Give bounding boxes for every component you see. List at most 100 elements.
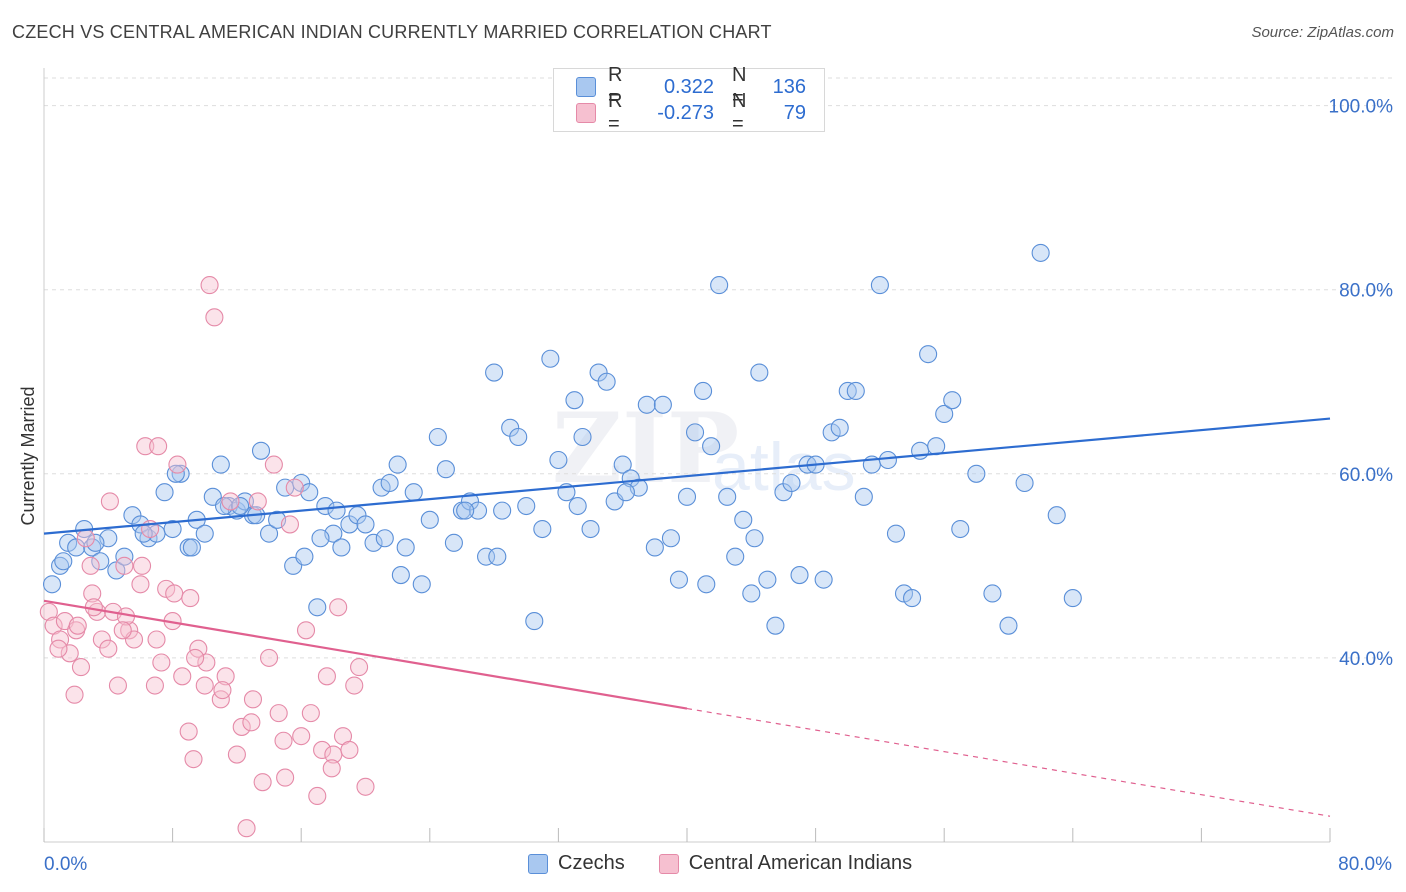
data-point (488, 547, 507, 566)
data-point (149, 437, 168, 456)
data-point (919, 345, 938, 364)
data-point (549, 450, 568, 470)
data-point (814, 570, 833, 589)
data-point (200, 276, 219, 295)
data-point (541, 349, 560, 368)
data-point (92, 630, 111, 649)
data-point (902, 589, 922, 608)
data-point (259, 648, 279, 667)
data-point (259, 524, 279, 543)
data-point (565, 391, 584, 410)
data-point (100, 492, 119, 511)
trend-line (43, 599, 688, 710)
y-axis-title: Currently Married (18, 386, 38, 525)
trend-line (43, 417, 1331, 535)
data-point (274, 731, 293, 750)
czechs-swatch (576, 77, 596, 97)
data-point (493, 501, 512, 520)
data-point (51, 630, 70, 649)
data-point (645, 538, 664, 557)
central-american-indians-swatch (576, 103, 596, 123)
data-point (108, 676, 127, 695)
data-point (285, 478, 304, 497)
data-point (637, 395, 656, 414)
data-point (182, 538, 201, 557)
data-point (329, 598, 348, 617)
data-point (248, 492, 267, 511)
data-point (292, 727, 311, 746)
data-point (115, 556, 134, 575)
data-point (782, 473, 801, 493)
data-point (436, 460, 455, 479)
data-point (91, 552, 110, 571)
data-point (388, 455, 407, 474)
data-point (345, 676, 364, 695)
data-point (568, 496, 587, 516)
data-point (65, 685, 84, 704)
data-point (350, 658, 369, 677)
data-point (67, 538, 86, 557)
data-point (211, 455, 230, 474)
data-point (854, 487, 873, 506)
data-point (81, 556, 100, 575)
data-point (227, 745, 246, 764)
data-point (878, 450, 897, 470)
data-point (1031, 243, 1050, 262)
data-point (758, 570, 777, 589)
data-point (420, 510, 439, 529)
data-point (616, 483, 635, 502)
data-point (264, 455, 283, 474)
data-point (60, 644, 79, 663)
data-point (301, 704, 320, 723)
data-point (444, 533, 463, 552)
data-point (1047, 506, 1066, 525)
data-point (251, 441, 271, 460)
axes (43, 68, 1331, 843)
data-point (163, 519, 182, 539)
data-point (726, 547, 745, 566)
data-point (653, 395, 672, 414)
data-point (232, 717, 251, 736)
data-point (179, 722, 198, 741)
data-point (242, 713, 261, 732)
data-point (113, 621, 132, 640)
data-point (213, 681, 232, 700)
data-point (231, 496, 250, 516)
data-point (42, 575, 62, 594)
data-point (509, 427, 528, 447)
legend-item-central-american-indians[interactable]: Central American Indians (658, 852, 912, 875)
legend-item-czechs[interactable]: Czechs (528, 852, 625, 875)
data-point (49, 639, 68, 658)
data-point (39, 602, 58, 621)
data-point (597, 372, 616, 391)
n-label: N = (732, 90, 747, 135)
data-point (718, 487, 737, 506)
data-point (214, 496, 234, 516)
data-point (76, 529, 95, 548)
data-point (155, 483, 174, 502)
data-point (983, 584, 1002, 603)
data-point (168, 455, 187, 474)
data-point (677, 487, 697, 506)
data-point (1063, 589, 1082, 608)
data-point (375, 529, 394, 548)
data-point (356, 515, 375, 534)
data-points (39, 243, 1082, 838)
data-point (280, 515, 299, 534)
data-point (517, 496, 536, 516)
data-point (533, 519, 552, 539)
data-point (332, 538, 351, 557)
data-point (295, 547, 314, 566)
czechs-swatch (528, 853, 548, 874)
data-point (734, 510, 753, 529)
r-value: -0.273 (657, 101, 714, 124)
data-point (404, 483, 423, 502)
data-point (316, 496, 335, 516)
data-point (396, 538, 415, 557)
data-point (790, 566, 809, 585)
data-point (927, 437, 946, 456)
data-point (391, 566, 410, 585)
data-point (468, 501, 488, 520)
data-point (86, 533, 105, 552)
